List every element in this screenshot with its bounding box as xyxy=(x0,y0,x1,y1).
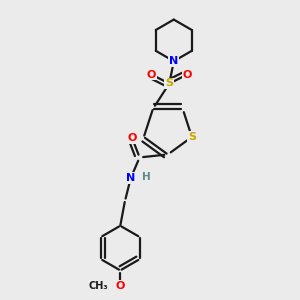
Text: S: S xyxy=(188,132,196,142)
Text: CH₃: CH₃ xyxy=(88,281,108,291)
Text: O: O xyxy=(128,133,137,143)
Text: N: N xyxy=(169,56,178,66)
Text: S: S xyxy=(165,79,173,88)
Text: O: O xyxy=(116,281,125,291)
Text: O: O xyxy=(147,70,156,80)
Text: N: N xyxy=(169,56,178,66)
Text: O: O xyxy=(182,70,192,80)
Text: N: N xyxy=(126,173,135,183)
Text: H: H xyxy=(142,172,151,182)
